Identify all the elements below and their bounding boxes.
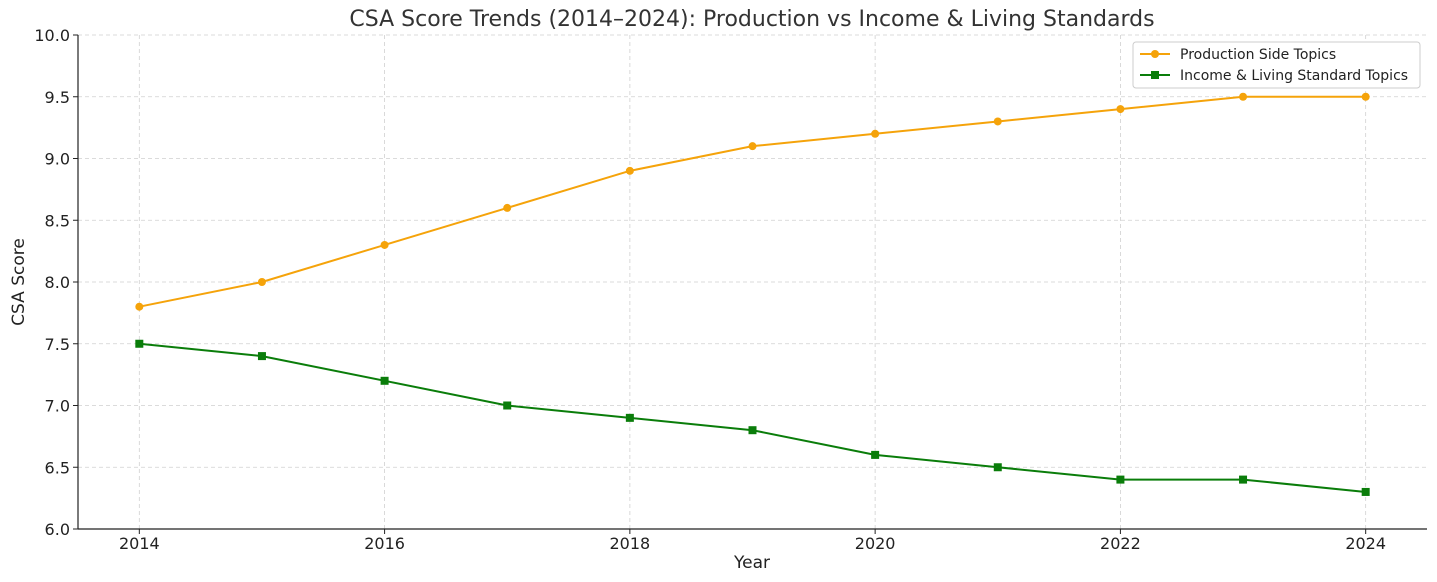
x-tick-label: 2020: [855, 534, 896, 553]
data-point: [871, 129, 880, 138]
legend-marker: [1151, 50, 1159, 58]
y-tick-label: 6.5: [45, 458, 70, 477]
x-tick-label: 2016: [364, 534, 405, 553]
data-point: [380, 240, 389, 249]
data-point: [625, 166, 634, 175]
data-point: [135, 339, 144, 348]
data-point: [135, 302, 144, 311]
grid: [78, 34, 1427, 530]
legend-box: [1132, 41, 1421, 89]
legend-item: Income & Living Standard Topics: [1140, 68, 1408, 84]
series-2: [135, 339, 1370, 496]
y-axis-label: CSA Score: [9, 238, 29, 326]
x-tick-label: 2024: [1345, 534, 1386, 553]
legend-label: Income & Living Standard Topics: [1180, 68, 1408, 84]
series-line: [139, 95, 1366, 308]
y-tick-label: 7.5: [45, 335, 70, 354]
y-tick-label: 10.0: [34, 26, 70, 45]
data-point: [1239, 92, 1248, 101]
y-tick-label: 8.0: [45, 273, 70, 292]
data-point: [625, 413, 634, 422]
legend-item: Production Side Topics: [1140, 47, 1336, 63]
data-point: [1239, 475, 1248, 484]
data-point: [871, 450, 880, 459]
data-point: [257, 352, 266, 361]
series-1: [135, 92, 1370, 311]
data-point: [1116, 105, 1125, 114]
legend-marker: [1151, 71, 1159, 79]
y-tick-label: 9.5: [45, 88, 70, 107]
series-line: [139, 342, 1366, 493]
data-point: [503, 203, 512, 212]
y-tick-label: 7.0: [45, 397, 70, 416]
y-tick-label: 6.0: [45, 520, 70, 539]
x-tick-label: 2022: [1100, 534, 1141, 553]
data-point: [748, 426, 757, 435]
axes: [73, 34, 1427, 534]
data-point: [380, 376, 389, 385]
x-tick-label: 2014: [119, 534, 160, 553]
tick-labels: 6.0 6.5 7.0 7.5 8.0 8.5 9.0 9.5 10.0 2014 2016 2018…: [34, 26, 1386, 553]
y-tick-label: 9.0: [45, 150, 70, 169]
data-point: [748, 142, 757, 151]
data-point: [1361, 92, 1370, 101]
data-point: [503, 401, 512, 410]
data-point: [257, 278, 266, 286]
data-point: [993, 117, 1002, 126]
data-point: [1116, 475, 1125, 484]
x-axis-label: Year: [733, 553, 770, 573]
data-point: [993, 463, 1002, 472]
legend: Production Side Topics Income & Living St…: [1132, 41, 1421, 89]
data-point: [1361, 487, 1370, 496]
x-tick-label: 2018: [610, 534, 651, 553]
series-lines: [135, 92, 1370, 496]
chart-title: CSA Score Trends (2014–2024): Production…: [349, 7, 1154, 32]
y-tick-label: 8.5: [45, 211, 70, 230]
legend-label: Production Side Topics: [1180, 47, 1336, 63]
